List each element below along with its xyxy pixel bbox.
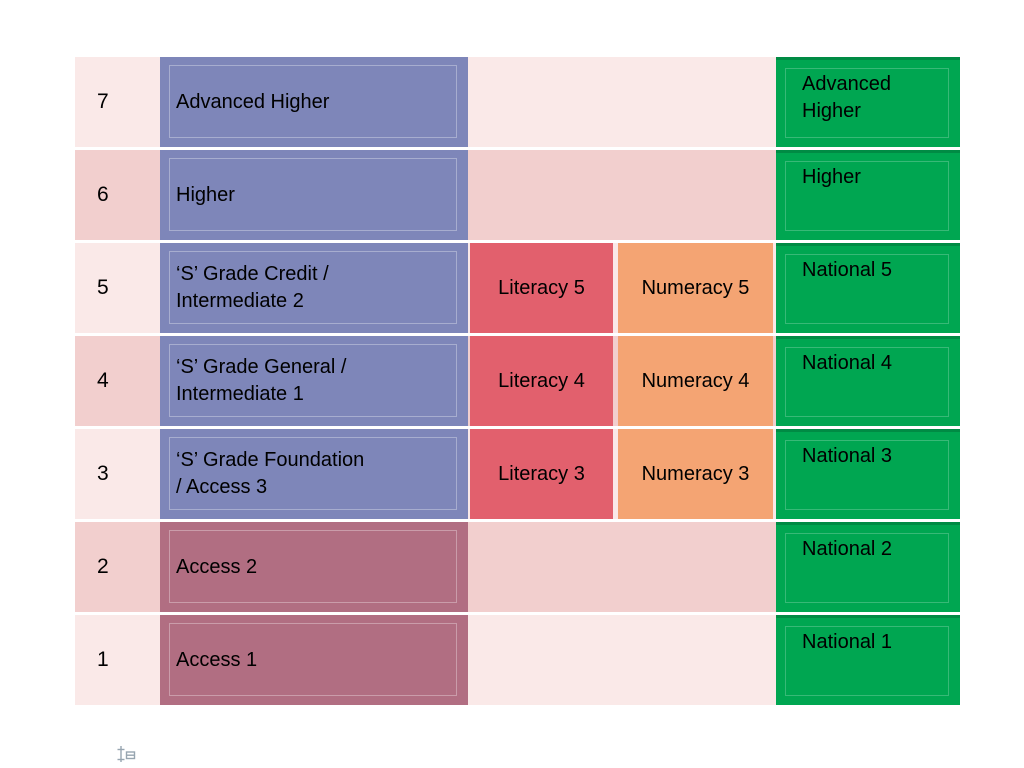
table-row-level-3: 3 ‘S’ Grade Foundation / Access 3 Litera… <box>75 429 960 519</box>
numeracy-label: Numeracy 5 <box>641 276 750 299</box>
level-cell: 6 <box>75 150 160 240</box>
literacy-label: Literacy 3 <box>498 462 585 485</box>
qualification-label: Access 2 <box>176 555 258 578</box>
empty-cell <box>615 57 776 147</box>
table-row-level-6: 6 Higher Higher <box>75 150 960 240</box>
literacy-box: Literacy 4 <box>470 336 613 426</box>
literacy-cell: Literacy 4 <box>468 336 615 426</box>
national-box: National 1 <box>776 615 960 705</box>
qualification-box: Access 1 <box>160 615 468 705</box>
level-cell: 4 <box>75 336 160 426</box>
literacy-box: Literacy 3 <box>470 429 613 519</box>
literacy-label: Literacy 5 <box>498 276 585 299</box>
national-box: National 5 <box>776 243 960 333</box>
qualification-label: ‘S’ Grade Credit / Intermediate 2 <box>176 263 329 312</box>
numeracy-cell: Numeracy 4 <box>615 336 776 426</box>
national-label: Advanced Higher <box>802 73 891 122</box>
qualification-box: Access 2 <box>160 522 468 612</box>
qualification-label: Higher <box>176 183 235 206</box>
level-number: 5 <box>97 276 109 299</box>
empty-cell <box>615 522 776 612</box>
level-number: 7 <box>97 90 109 113</box>
literacy-box: Literacy 5 <box>470 243 613 333</box>
table-row-level-1: 1 Access 1 National 1 <box>75 615 960 705</box>
numeracy-label: Numeracy 3 <box>641 462 750 485</box>
qualification-box: ‘S’ Grade Foundation / Access 3 <box>160 429 468 519</box>
qualification-box: ‘S’ Grade Credit / Intermediate 2 <box>160 243 468 333</box>
table-row-level-7: 7 Advanced Higher Advanced Higher <box>75 57 960 147</box>
table-row-level-4: 4 ‘S’ Grade General / Intermediate 1 Lit… <box>75 336 960 426</box>
level-cell: 7 <box>75 57 160 147</box>
national-label: National 2 <box>802 538 893 560</box>
qualifications-table: 7 Advanced Higher Advanced Higher 6 High… <box>75 57 960 705</box>
literacy-cell: Literacy 5 <box>468 243 615 333</box>
numeracy-label: Numeracy 4 <box>641 369 750 392</box>
literacy-cell: Literacy 3 <box>468 429 615 519</box>
level-cell: 1 <box>75 615 160 705</box>
qualification-label: ‘S’ Grade General / Intermediate 1 <box>176 356 347 405</box>
literacy-label: Literacy 4 <box>498 369 585 392</box>
national-box: National 3 <box>776 429 960 519</box>
national-label: National 3 <box>802 445 893 467</box>
qualification-box: Advanced Higher <box>160 57 468 147</box>
numeracy-cell: Numeracy 5 <box>615 243 776 333</box>
numeracy-box: Numeracy 3 <box>618 429 773 519</box>
national-box: Higher <box>776 150 960 240</box>
table-row-level-2: 2 Access 2 National 2 <box>75 522 960 612</box>
qualification-label: Access 1 <box>176 648 258 671</box>
qualification-box: ‘S’ Grade General / Intermediate 1 <box>160 336 468 426</box>
qualification-label: ‘S’ Grade Foundation / Access 3 <box>176 449 365 498</box>
qualification-label: Advanced Higher <box>176 90 330 113</box>
numeracy-cell: Numeracy 3 <box>615 429 776 519</box>
level-number: 2 <box>97 555 109 578</box>
national-label: National 1 <box>802 631 893 653</box>
level-cell: 3 <box>75 429 160 519</box>
level-number: 6 <box>97 183 109 206</box>
qualification-box: Higher <box>160 150 468 240</box>
empty-cell <box>615 615 776 705</box>
level-number: 4 <box>97 369 109 392</box>
national-box: Advanced Higher <box>776 57 960 147</box>
national-box: National 2 <box>776 522 960 612</box>
empty-cell <box>468 57 615 147</box>
empty-cell <box>615 150 776 240</box>
national-label: Higher <box>802 166 861 188</box>
level-number: 1 <box>97 648 109 671</box>
empty-cell <box>468 522 615 612</box>
national-label: National 5 <box>802 259 893 281</box>
level-cell: 5 <box>75 243 160 333</box>
level-number: 3 <box>97 462 109 485</box>
object-anchor-icon <box>114 743 138 767</box>
national-box: National 4 <box>776 336 960 426</box>
table-row-level-5: 5 ‘S’ Grade Credit / Intermediate 2 Lite… <box>75 243 960 333</box>
numeracy-box: Numeracy 5 <box>618 243 773 333</box>
empty-cell <box>468 150 615 240</box>
level-cell: 2 <box>75 522 160 612</box>
national-label: National 4 <box>802 352 893 374</box>
empty-cell <box>468 615 615 705</box>
numeracy-box: Numeracy 4 <box>618 336 773 426</box>
